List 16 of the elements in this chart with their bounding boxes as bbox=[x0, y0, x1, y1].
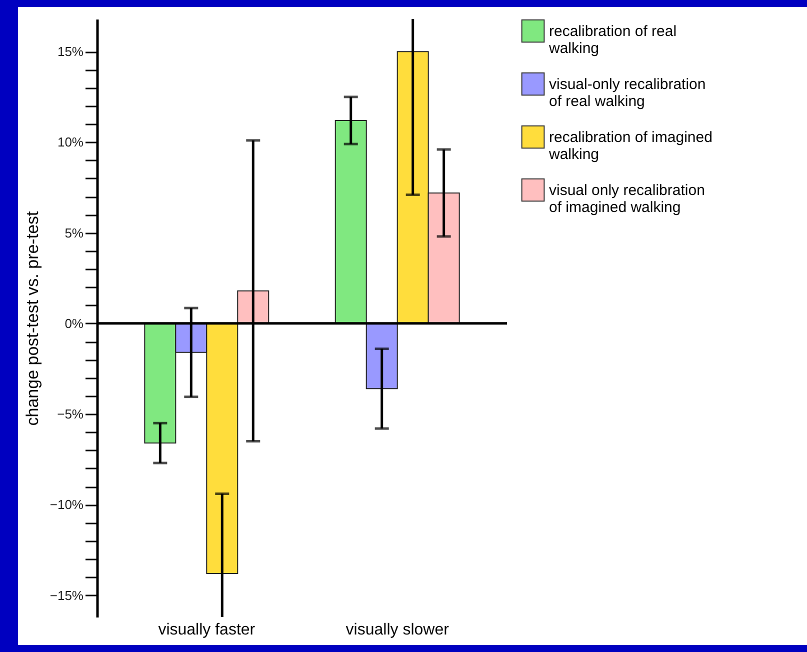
bar bbox=[366, 322, 398, 390]
y-axis-title: change post-test vs. pre-test bbox=[22, 210, 42, 426]
legend-label: visual only recalibration of imagined walking bbox=[549, 182, 705, 216]
y-tick-label: 15% bbox=[57, 44, 84, 60]
y-tick-label: −15% bbox=[50, 588, 84, 603]
y-tick-label: 5% bbox=[64, 225, 84, 240]
legend-label: visual-only recalibration of real walking bbox=[549, 76, 706, 110]
y-tick-label: −10% bbox=[50, 497, 84, 512]
x-tick-label: visually slower bbox=[346, 622, 450, 638]
legend-label: recalibration of real walking bbox=[548, 23, 677, 57]
bar bbox=[334, 120, 367, 324]
x-tick-label: visually faster bbox=[158, 622, 256, 638]
y-tick-label: 0% bbox=[64, 316, 84, 331]
legend-label: recalibration of imagined walking bbox=[548, 129, 712, 163]
y-tick-label: −5% bbox=[57, 406, 84, 422]
y-tick-label: 10% bbox=[57, 134, 84, 150]
